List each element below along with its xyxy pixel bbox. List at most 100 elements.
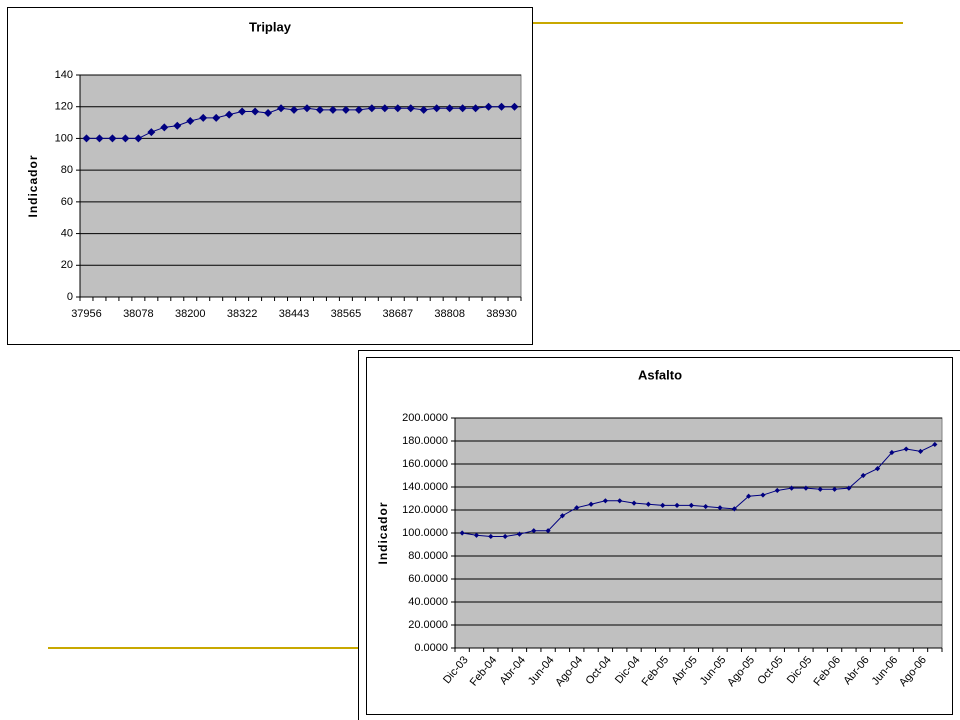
data-point xyxy=(473,532,480,538)
chart-title: Triplay xyxy=(249,19,292,34)
data-point xyxy=(277,104,286,113)
data-point xyxy=(484,102,493,111)
data-point xyxy=(488,533,494,540)
data-point xyxy=(380,104,389,113)
data-point xyxy=(889,449,895,456)
data-point xyxy=(817,486,823,492)
data-point xyxy=(212,113,221,122)
x-tick-label: 38930 xyxy=(486,308,517,320)
data-point xyxy=(803,485,809,491)
data-point xyxy=(471,104,480,113)
data-point xyxy=(746,493,752,499)
data-point xyxy=(645,501,651,507)
data-point xyxy=(341,105,350,114)
y-tick-label: 200.0000 xyxy=(402,412,448,424)
data-point xyxy=(458,104,467,113)
data-point xyxy=(631,500,637,506)
data-point xyxy=(432,104,441,113)
data-point xyxy=(688,502,694,508)
y-tick-label: 40 xyxy=(61,227,73,239)
data-point xyxy=(774,487,780,494)
y-tick-label: 120 xyxy=(55,101,73,113)
data-point xyxy=(199,113,208,122)
line-series xyxy=(86,106,515,139)
data-point xyxy=(717,505,723,511)
line-series xyxy=(462,443,936,537)
data-point xyxy=(173,121,182,130)
data-point xyxy=(354,105,363,114)
data-point xyxy=(789,485,795,491)
data-point xyxy=(760,492,766,498)
data-point xyxy=(302,104,311,113)
y-tick-label: 160.0000 xyxy=(402,458,448,470)
data-point xyxy=(731,506,737,512)
chart-title: Asfalto xyxy=(638,367,682,382)
data-point xyxy=(502,533,508,540)
x-tick-label: 38078 xyxy=(123,308,154,320)
data-point xyxy=(121,134,130,143)
data-point xyxy=(846,485,852,491)
data-point xyxy=(574,505,580,511)
data-point xyxy=(602,498,608,504)
data-point xyxy=(134,134,143,143)
y-tick-label: 80 xyxy=(61,164,73,176)
data-point xyxy=(315,105,324,114)
data-point xyxy=(674,502,680,508)
data-point xyxy=(860,472,866,479)
y-tick-label: 80.0000 xyxy=(408,550,448,562)
data-point xyxy=(617,498,623,504)
y-tick-label: 100.0000 xyxy=(402,527,448,539)
data-point xyxy=(932,441,938,448)
x-tick-label: 38565 xyxy=(331,308,362,320)
y-axis-label: Indicador xyxy=(26,154,40,217)
y-tick-label: 100 xyxy=(55,132,73,144)
y-tick-label: 140 xyxy=(55,69,73,81)
y-tick-label: 40.0000 xyxy=(408,596,448,608)
data-point xyxy=(516,531,523,537)
y-tick-label: 20 xyxy=(61,259,73,271)
data-point xyxy=(459,530,465,536)
y-tick-label: 0.0000 xyxy=(414,642,448,654)
data-point xyxy=(393,104,402,113)
x-tick-label: 38200 xyxy=(175,308,206,320)
data-point xyxy=(406,104,415,113)
data-point xyxy=(186,116,195,125)
data-point xyxy=(290,105,299,114)
data-point xyxy=(917,448,924,454)
y-tick-label: 120.0000 xyxy=(402,504,448,516)
data-point xyxy=(264,109,273,118)
data-point xyxy=(238,107,247,116)
x-tick-label: 38322 xyxy=(227,308,258,320)
y-tick-label: 0 xyxy=(67,291,73,303)
data-point xyxy=(510,102,519,111)
data-point xyxy=(545,528,551,534)
y-tick-label: 180.0000 xyxy=(402,435,448,447)
data-point xyxy=(445,104,454,113)
data-point xyxy=(874,466,881,472)
data-point xyxy=(419,105,428,114)
data-point xyxy=(147,128,156,137)
data-point xyxy=(531,528,537,534)
data-point xyxy=(367,104,376,113)
y-tick-label: 20.0000 xyxy=(408,619,448,631)
y-tick-label: 60.0000 xyxy=(408,573,448,585)
data-point xyxy=(903,446,909,452)
data-point xyxy=(108,134,117,143)
data-point xyxy=(703,503,709,510)
data-point xyxy=(95,134,104,143)
x-tick-label: 38443 xyxy=(279,308,310,320)
data-point xyxy=(225,110,234,119)
data-point xyxy=(831,486,838,492)
y-tick-label: 60 xyxy=(61,196,73,208)
data-point xyxy=(82,134,91,143)
data-point xyxy=(497,102,506,111)
y-axis-label: Indicador xyxy=(376,501,390,564)
data-point xyxy=(660,502,666,508)
x-tick-label: 37956 xyxy=(71,308,102,320)
data-point xyxy=(588,501,594,507)
x-tick-label: 38808 xyxy=(434,308,465,320)
data-point xyxy=(559,513,566,519)
data-point xyxy=(251,107,260,116)
